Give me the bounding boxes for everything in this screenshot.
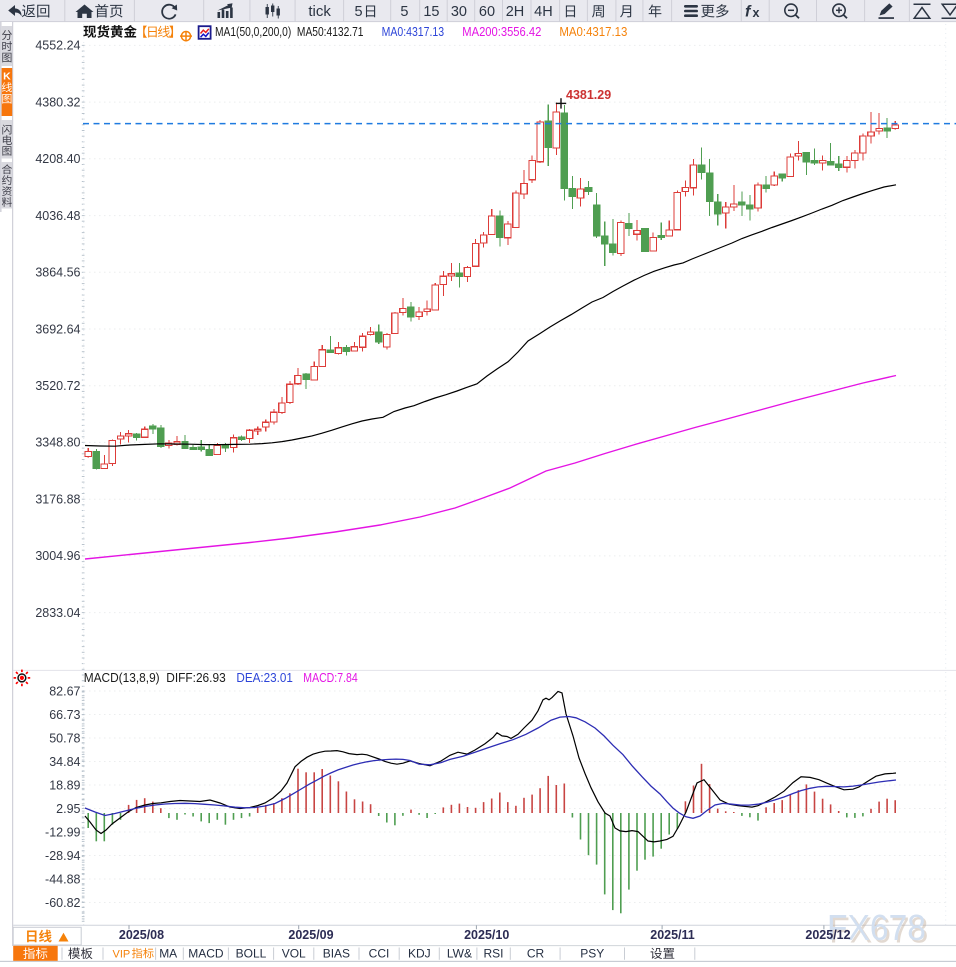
svg-text:MACD: MACD <box>188 946 224 960</box>
svg-text:VIP: VIP <box>113 948 131 960</box>
svg-text:15: 15 <box>423 4 439 20</box>
svg-text:2025/10: 2025/10 <box>464 928 509 942</box>
svg-text:KDJ: KDJ <box>408 946 431 960</box>
svg-text:4381.29: 4381.29 <box>566 88 611 102</box>
svg-text:K: K <box>3 71 11 83</box>
svg-text:2025/08: 2025/08 <box>119 928 164 942</box>
svg-text:VOL: VOL <box>282 946 306 960</box>
svg-text:2833.04: 2833.04 <box>35 606 80 620</box>
svg-text:5: 5 <box>354 4 362 20</box>
svg-text:18.89: 18.89 <box>49 778 80 792</box>
svg-text:3864.56: 3864.56 <box>35 266 80 280</box>
svg-text:-28.94: -28.94 <box>45 849 80 863</box>
svg-text:4552.24: 4552.24 <box>35 39 80 53</box>
svg-text:MA: MA <box>159 946 177 960</box>
svg-text:MA0:4317.13: MA0:4317.13 <box>559 24 627 39</box>
svg-text:4208.40: 4208.40 <box>35 152 80 166</box>
svg-text:MA1(50,0,200,0) MA50:4132.71: MA1(50,0,200,0) MA50:4132.71 <box>215 24 364 39</box>
svg-text:f: f <box>745 4 752 21</box>
svg-text:-60.82: -60.82 <box>45 896 80 910</box>
svg-text:3520.72: 3520.72 <box>35 379 80 393</box>
svg-text:PSY: PSY <box>580 946 604 960</box>
svg-text:MACD:7.84: MACD:7.84 <box>303 671 357 685</box>
svg-text:4036.48: 4036.48 <box>35 209 80 223</box>
svg-text:LW&: LW& <box>447 946 472 960</box>
svg-text:60: 60 <box>479 4 495 20</box>
svg-text:MA200:3556.42: MA200:3556.42 <box>462 24 541 39</box>
svg-text:2025/09: 2025/09 <box>288 928 333 942</box>
svg-text:-44.88: -44.88 <box>45 872 80 886</box>
svg-text:MA0:4317.13: MA0:4317.13 <box>382 24 445 39</box>
svg-text:5: 5 <box>400 4 408 20</box>
svg-text:4380.32: 4380.32 <box>35 95 80 109</box>
svg-text:-12.99: -12.99 <box>45 825 80 839</box>
svg-text:BOLL: BOLL <box>236 946 267 960</box>
svg-text:CR: CR <box>527 946 545 960</box>
svg-text:4H: 4H <box>534 4 553 20</box>
svg-text:CCI: CCI <box>369 946 390 960</box>
svg-text:x: x <box>753 6 760 20</box>
svg-text:2H: 2H <box>506 4 525 20</box>
svg-text:FX678: FX678 <box>827 907 926 948</box>
svg-text:2025/11: 2025/11 <box>650 928 695 942</box>
svg-text:tick: tick <box>308 3 331 20</box>
svg-text:3004.96: 3004.96 <box>35 549 80 563</box>
svg-text:2025/12: 2025/12 <box>805 928 850 942</box>
svg-text:3348.80: 3348.80 <box>35 436 80 450</box>
svg-text:2.95: 2.95 <box>56 802 80 816</box>
svg-text:MACD(13,8,9) DIFF:26.93: MACD(13,8,9) DIFF:26.93 <box>84 671 226 685</box>
svg-text:3692.64: 3692.64 <box>35 322 80 336</box>
svg-text:FX678: FX678 <box>829 909 928 950</box>
svg-text:50.78: 50.78 <box>49 731 80 745</box>
svg-text:3176.88: 3176.88 <box>35 493 80 507</box>
svg-text:34.84: 34.84 <box>49 755 80 769</box>
svg-text:82.67: 82.67 <box>49 684 80 698</box>
svg-text:DEA:23.01: DEA:23.01 <box>236 671 293 685</box>
svg-text:BIAS: BIAS <box>323 946 350 960</box>
svg-text:66.73: 66.73 <box>49 708 80 722</box>
svg-text:RSI: RSI <box>483 946 503 960</box>
svg-text:30: 30 <box>451 4 467 20</box>
